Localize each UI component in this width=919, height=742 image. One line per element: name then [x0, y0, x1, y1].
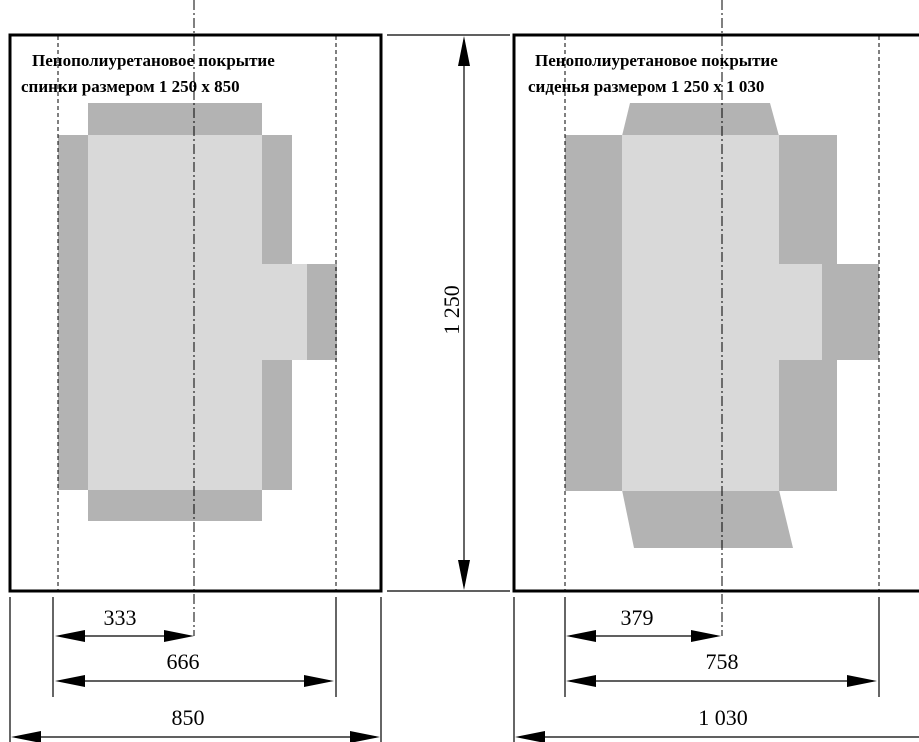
seat-title-line1: Пенополиуретановое покрытие — [535, 51, 778, 70]
backrest-dim-inner-label: 666 — [167, 649, 200, 674]
seat-center — [622, 135, 779, 491]
backrest-dim-total-label: 850 — [172, 705, 205, 730]
seat-dim-half: 379 — [566, 605, 721, 642]
backrest-bottom-flap — [88, 489, 262, 521]
backrest-top-flap — [88, 103, 262, 136]
backrest-right-upper-flap — [262, 135, 292, 265]
seat-dim-half-label: 379 — [621, 605, 654, 630]
seat-right-lower-flap — [779, 360, 837, 491]
seat-tab-flap — [822, 264, 879, 360]
backrest-title-line1: Пенополиуретановое покрытие — [32, 51, 275, 70]
seat-panel: Пенополиуретановое покрытие сиденья разм… — [512, 0, 919, 742]
seat-dim-inner: 758 — [566, 649, 877, 687]
height-dimension: 1 250 — [387, 34, 510, 592]
backrest-center — [88, 135, 262, 490]
seat-left-flap — [565, 135, 622, 491]
seat-dim-inner-label: 758 — [706, 649, 739, 674]
seat-dim-total-label: 1 030 — [698, 705, 748, 730]
backrest-frame — [8, 33, 383, 593]
height-dim-label: 1 250 — [439, 285, 464, 335]
seat-top-flap — [622, 103, 779, 136]
backrest-dim-half: 333 — [55, 605, 194, 642]
backrest-tab-flap — [307, 264, 337, 360]
backrest-title-line2: спинки размером 1 250 x 850 — [21, 77, 240, 96]
seat-dim-total: 1 030 — [515, 705, 919, 742]
backrest-tab — [262, 264, 307, 360]
seat-title-line2: сиденья размером 1 250 x 1 030 — [528, 77, 764, 96]
seat-bottom-flap — [622, 490, 793, 548]
backrest-right-lower-flap — [262, 360, 292, 490]
seat-tab — [779, 264, 822, 360]
backrest-left-flap — [58, 135, 88, 490]
backrest-dim-total: 850 — [11, 705, 380, 742]
seat-frame — [512, 33, 919, 593]
backrest-dim-half-label: 333 — [104, 605, 137, 630]
seat-right-upper-flap — [779, 135, 837, 265]
backrest-panel: Пенополиуретановое покрытие спинки разме… — [8, 0, 383, 742]
backrest-dim-inner: 666 — [55, 649, 334, 687]
